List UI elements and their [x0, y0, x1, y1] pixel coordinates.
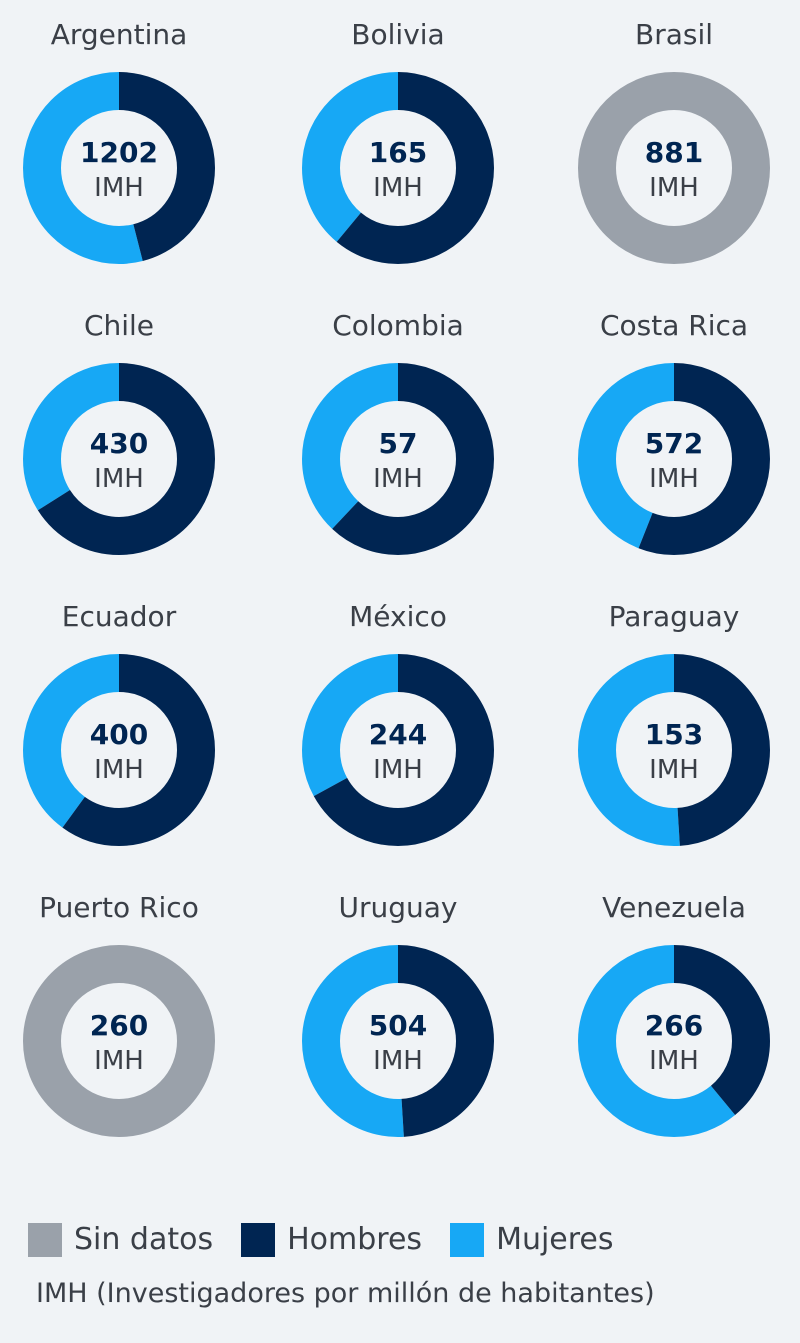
country-label-argentina: Argentina: [51, 18, 188, 51]
center-value-argentina: 1202: [80, 136, 158, 169]
legend-label-sin-datos: Sin datos: [74, 1222, 214, 1257]
center-unit-ecuador: IMH: [94, 755, 144, 785]
center-unit-colombia: IMH: [373, 464, 423, 494]
legend-swatch-mujeres: [450, 1222, 485, 1257]
center-unit-mexico: IMH: [373, 755, 423, 785]
legend-label-hombres: Hombres: [287, 1222, 423, 1257]
center-value-uruguay: 504: [369, 1009, 427, 1042]
slice-hombres-uruguay: [302, 945, 494, 1137]
donut-bolivia: Bolivia 165 IMH: [302, 18, 494, 264]
center-unit-bolivia: IMH: [373, 173, 423, 203]
slice-hombres-paraguay: [578, 654, 770, 846]
center-value-venezuela: 266: [645, 1009, 703, 1042]
slice-hombres-colombia: [302, 363, 494, 555]
donut-grid: Argentina 1202 IMH Bolivia 165 IMH Brasil 881 IM…: [23, 18, 770, 1137]
footnote: IMH (Investigadores por millón de habita…: [36, 1278, 655, 1309]
donut-costa-rica: Costa Rica 572 IMH: [578, 309, 770, 555]
center-value-chile: 430: [90, 427, 148, 460]
legend-item-hombres: Hombres: [241, 1222, 422, 1257]
country-label-mexico: México: [349, 600, 447, 633]
center-value-paraguay: 153: [645, 718, 703, 751]
center-unit-costa-rica: IMH: [649, 464, 699, 494]
donut-brasil: Brasil 881 IMH: [578, 18, 770, 264]
legend-item-mujeres: Mujeres: [450, 1222, 614, 1257]
center-unit-paraguay: IMH: [649, 755, 699, 785]
legend-swatch-sin-datos: [28, 1222, 62, 1257]
donut-colombia: Colombia 57 IMH: [302, 309, 494, 555]
donut-mexico: México 244 IMH: [302, 600, 494, 846]
country-label-puerto-rico: Puerto Rico: [39, 891, 199, 924]
slice-sin-datos-puerto-rico: [23, 945, 215, 1137]
slice-hombres-bolivia: [302, 72, 494, 264]
center-unit-uruguay: IMH: [373, 1046, 423, 1076]
legend-label-mujeres: Mujeres: [496, 1222, 614, 1257]
slice-hombres-chile: [23, 363, 215, 555]
donut-chile: Chile 430 IMH: [23, 309, 215, 555]
center-unit-argentina: IMH: [94, 173, 144, 203]
center-value-mexico: 244: [369, 718, 427, 751]
center-value-colombia: 57: [379, 427, 418, 460]
donut-ecuador: Ecuador 400 IMH: [23, 600, 215, 846]
center-unit-puerto-rico: IMH: [94, 1046, 144, 1076]
center-value-ecuador: 400: [90, 718, 148, 751]
legend-item-sin-datos: Sin datos: [28, 1222, 213, 1257]
slice-hombres-mexico: [302, 654, 494, 846]
slice-hombres-argentina: [23, 72, 215, 264]
country-label-colombia: Colombia: [332, 309, 464, 342]
legend-swatch-hombres: [241, 1222, 276, 1257]
center-value-puerto-rico: 260: [90, 1009, 148, 1042]
slice-hombres-ecuador: [23, 654, 215, 846]
country-label-uruguay: Uruguay: [339, 891, 458, 924]
center-unit-chile: IMH: [94, 464, 144, 494]
center-value-costa-rica: 572: [645, 427, 703, 460]
country-label-chile: Chile: [84, 309, 154, 342]
country-label-venezuela: Venezuela: [602, 891, 746, 924]
slice-hombres-venezuela: [578, 945, 770, 1137]
donut-puerto-rico: Puerto Rico 260 IMH: [23, 891, 215, 1137]
country-label-ecuador: Ecuador: [62, 600, 177, 633]
donut-uruguay: Uruguay 504 IMH: [302, 891, 494, 1137]
donut-argentina: Argentina 1202 IMH: [23, 18, 215, 264]
center-unit-venezuela: IMH: [649, 1046, 699, 1076]
country-label-costa-rica: Costa Rica: [600, 309, 748, 342]
center-value-bolivia: 165: [369, 136, 427, 169]
slice-sin-datos-brasil: [578, 72, 770, 264]
donut-venezuela: Venezuela 266 IMH: [578, 891, 770, 1137]
center-unit-brasil: IMH: [649, 173, 699, 203]
country-label-brasil: Brasil: [635, 18, 713, 51]
donut-paraguay: Paraguay 153 IMH: [578, 600, 770, 846]
center-value-brasil: 881: [645, 136, 703, 169]
country-label-paraguay: Paraguay: [609, 600, 740, 633]
legend: Sin datos Hombres Mujeres: [28, 1222, 642, 1257]
slice-hombres-costa-rica: [578, 363, 770, 555]
country-label-bolivia: Bolivia: [351, 18, 444, 51]
